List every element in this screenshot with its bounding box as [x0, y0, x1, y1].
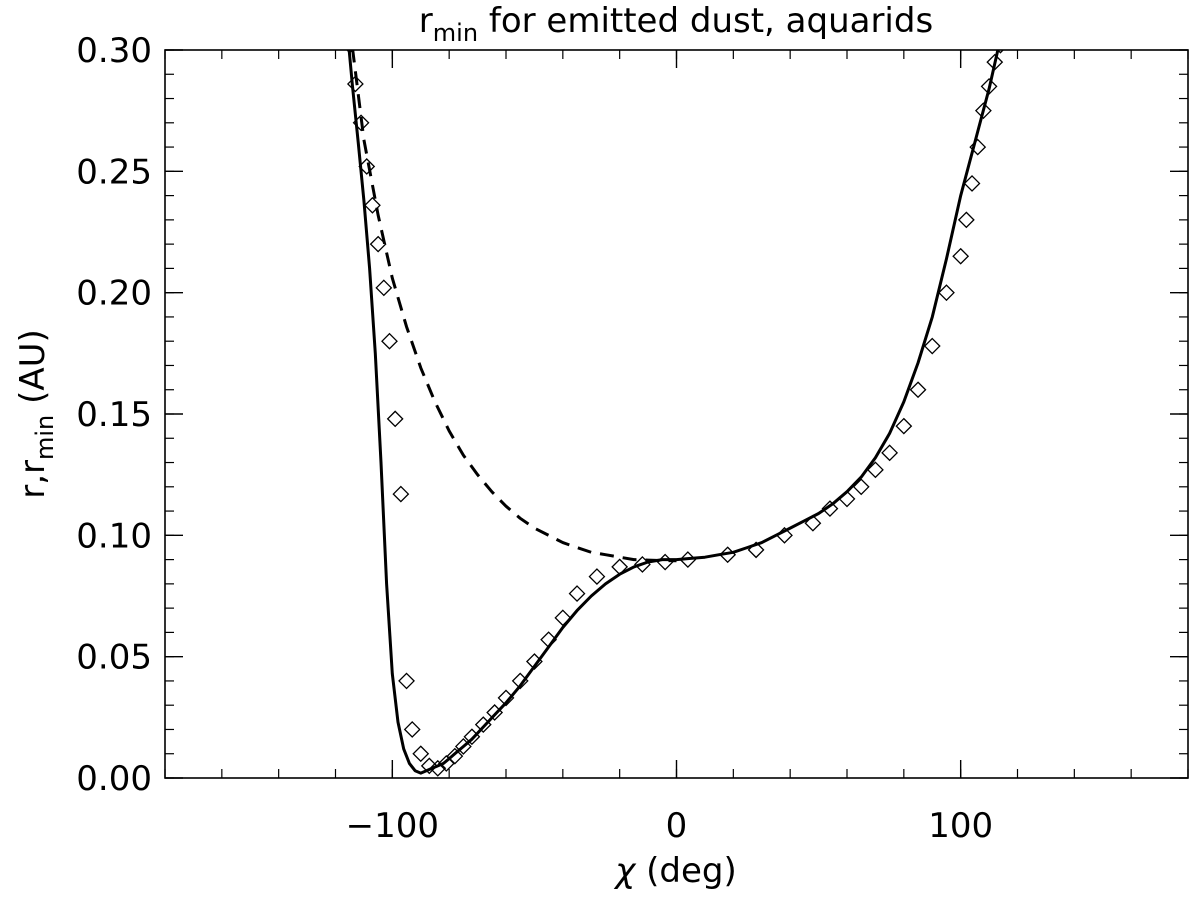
- data-point: [821, 500, 839, 518]
- data-point: [963, 175, 981, 192]
- data-point: [952, 247, 970, 265]
- data-point: [497, 689, 515, 707]
- data-point: [838, 490, 856, 508]
- chart-title-sub: min: [433, 19, 478, 47]
- data-point: [588, 568, 606, 586]
- data-point: [454, 738, 472, 755]
- data-point: [747, 541, 765, 559]
- y-axis-title: r,rmin (AU): [13, 329, 59, 499]
- x-tick-label: 0: [666, 806, 688, 846]
- data-point: [895, 417, 913, 435]
- x-tick-label: −100: [346, 806, 439, 846]
- x-tick-label: 100: [928, 806, 993, 846]
- data-point: [381, 332, 398, 350]
- y-axis-rest: (AU): [13, 329, 53, 414]
- data-point: [611, 558, 629, 576]
- series-layer: [346, 50, 1005, 777]
- data-point: [398, 672, 415, 690]
- data-point: [974, 102, 992, 120]
- data-point: [364, 196, 381, 214]
- data-point: [776, 526, 793, 544]
- tick-labels: −100 0 100 0.00 0.05 0.10 0.15 0.20 0.25 0.30: [76, 31, 993, 846]
- chart-title-rest: for emitted dust, aquarids: [478, 1, 933, 41]
- data-point: [352, 114, 370, 132]
- data-point: [852, 478, 870, 496]
- data-point: [446, 747, 464, 765]
- data-point: [511, 672, 529, 690]
- major-ticks: [165, 49, 1188, 779]
- y-tick-label: 0.25: [76, 152, 152, 192]
- data-point: [804, 514, 822, 532]
- data-point: [420, 757, 438, 775]
- data-point: [996, 50, 1005, 54]
- data-point: [346, 50, 354, 54]
- data-point: [429, 759, 447, 777]
- y-axis-sub: min: [31, 415, 59, 460]
- y-axis-pre: r,r: [13, 460, 53, 499]
- data-point: [386, 410, 404, 428]
- data-point: [412, 745, 430, 763]
- series-diamond-markers: [346, 50, 1005, 777]
- data-point: [568, 585, 586, 602]
- chart-title-main: r: [419, 1, 433, 41]
- y-tick-label: 0.10: [76, 516, 152, 556]
- data-point: [881, 444, 899, 462]
- data-point: [969, 138, 987, 156]
- data-point: [474, 716, 492, 734]
- series-solid-line: [347, 50, 1000, 775]
- data-point: [980, 77, 998, 95]
- data-point: [463, 728, 481, 746]
- chart-title: rmin for emitted dust, aquarids: [419, 1, 933, 47]
- data-point: [923, 337, 941, 355]
- series-dashed-line: [351, 50, 677, 563]
- data-point: [403, 721, 421, 738]
- data-point: [486, 704, 504, 721]
- data-point: [957, 211, 975, 229]
- x-axis-symbol: χ: [613, 851, 637, 891]
- data-point: [392, 485, 410, 503]
- data-point: [986, 53, 1004, 71]
- data-point: [679, 551, 697, 569]
- y-tick-label: 0.15: [76, 395, 152, 435]
- data-point: [369, 235, 387, 253]
- data-point: [540, 631, 558, 649]
- data-point: [656, 553, 674, 571]
- data-point: [358, 158, 376, 175]
- data-point: [938, 284, 955, 302]
- plot-frame: [164, 49, 1189, 779]
- data-point: [554, 609, 572, 627]
- data-point: [346, 75, 364, 93]
- y-tick-label: 0.00: [76, 759, 152, 799]
- x-axis-rest: (deg): [635, 851, 736, 891]
- data-point: [909, 381, 927, 399]
- y-tick-label: 0.05: [76, 638, 152, 678]
- y-tick-label: 0.20: [76, 274, 152, 314]
- y-tick-label: 0.30: [76, 31, 152, 71]
- data-point: [633, 556, 651, 573]
- x-axis-title: χ (deg): [613, 851, 737, 891]
- minor-ticks: [164, 49, 1189, 779]
- data-point: [525, 653, 543, 670]
- data-point: [719, 546, 737, 564]
- data-point: [375, 279, 393, 297]
- data-point: [866, 461, 884, 479]
